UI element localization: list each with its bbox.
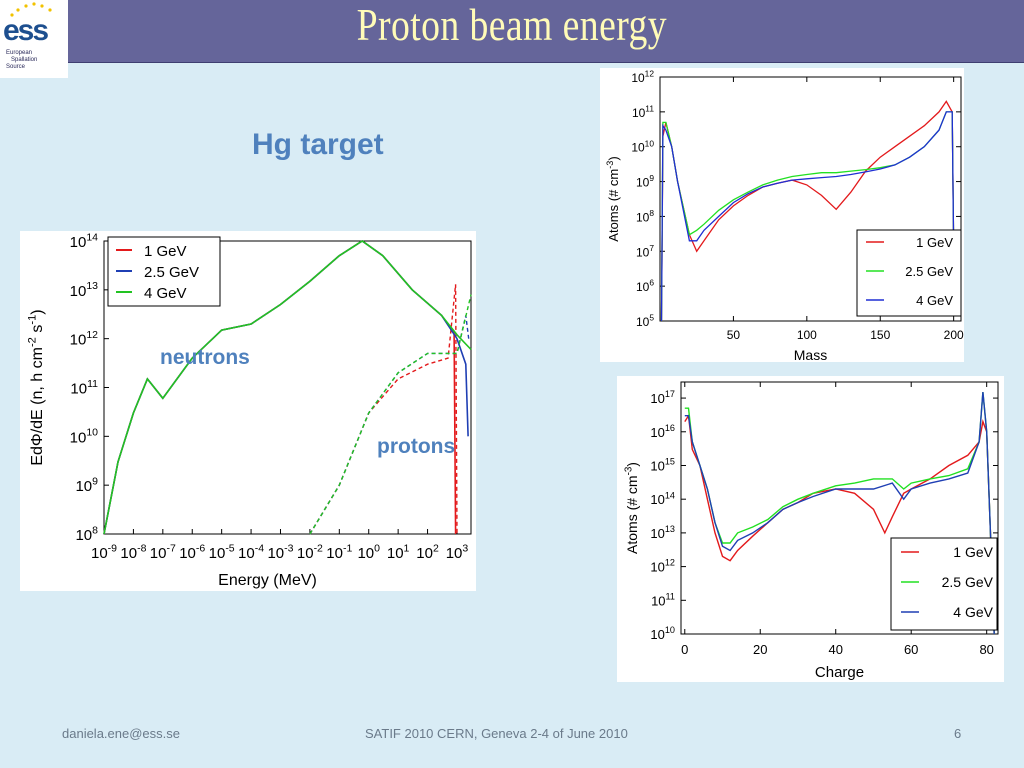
y-tick-label: 1017 [650, 389, 675, 406]
y-tick-label: 1014 [650, 490, 675, 507]
logo-stars-icon [10, 2, 52, 17]
x-tick-label: 10-2 [297, 542, 323, 562]
y-tick-label: 108 [75, 524, 98, 544]
x-tick-label: 10-4 [238, 542, 264, 562]
y-tick-label: 107 [636, 243, 654, 259]
y-tick-label: 1016 [650, 423, 675, 440]
y-tick-label: 1013 [650, 524, 675, 541]
y-tick-label: 1015 [650, 457, 675, 474]
y-axis-label: EdΦ/dE (n, h cm-2 s-1) [27, 309, 46, 465]
series-line [684, 392, 995, 635]
legend-label: 2.5 GeV [144, 264, 199, 281]
ess-logo: ess European Spallation Source [0, 0, 68, 78]
x-tick-label: 10-1 [326, 542, 352, 562]
x-tick-label: 0 [681, 642, 688, 657]
y-axis-label: Atoms (# cm-3) [605, 156, 621, 241]
proton-series-line [309, 294, 472, 535]
y-tick-label: 109 [636, 173, 654, 189]
y-tick-label: 1010 [70, 427, 99, 447]
x-tick-label: 10-6 [179, 542, 205, 562]
logo-word: ess [3, 14, 49, 47]
x-tick-label: 20 [753, 642, 767, 657]
plot-frame [680, 381, 999, 635]
y-tick-label: 1011 [632, 103, 654, 119]
x-tick-label: 10-9 [91, 542, 117, 562]
x-tick-label: 10-3 [267, 542, 293, 562]
proton-series-line [309, 284, 458, 535]
legend-label: 1 GeV [144, 243, 187, 260]
slide-title: Proton beam energy [356, 0, 668, 50]
protons-annotation: protons [377, 435, 455, 458]
y-tick-label: 109 [75, 475, 98, 495]
y-tick-label: 1010 [650, 625, 675, 642]
y-tick-label: 108 [636, 208, 654, 224]
x-tick-label: 10-5 [209, 542, 235, 562]
legend-label: 4 GeV [953, 604, 993, 620]
y-tick-label: 1014 [70, 231, 99, 251]
y-tick-label: 105 [636, 313, 654, 329]
legend-box [890, 537, 998, 631]
series-line [660, 111, 955, 322]
legend-label: 2.5 GeV [942, 574, 994, 590]
proton-series-line [309, 315, 470, 535]
footer-email: daniela.ene@ess.se [62, 726, 180, 741]
x-axis-label: Mass [794, 347, 827, 362]
y-tick-label: 1010 [631, 138, 654, 154]
legend-label: 1 GeV [953, 544, 993, 560]
slide-subtitle: Hg target [252, 128, 384, 161]
legend-label: 4 GeV [916, 293, 953, 308]
legend-label: 4 GeV [144, 285, 187, 302]
logo-subtitle: European Spallation Source [6, 50, 38, 70]
y-tick-label: 1013 [70, 280, 99, 300]
mass-distribution-chart: 105 106 107 108 109 1010 1011 1012 50 100 150 200 Ma… [605, 69, 964, 363]
x-tick-label: 102 [416, 542, 439, 562]
plot-frame [659, 76, 962, 322]
legend-label: 2.5 GeV [905, 264, 953, 279]
y-tick-label: 1012 [631, 69, 654, 85]
legend-box [856, 229, 962, 317]
mass-distribution-panel: 105 106 107 108 109 1010 1011 1012 50 100 150 200 Ma… [600, 68, 964, 363]
x-axis-label: Energy (MeV) [218, 572, 317, 589]
x-axis-label: Charge [815, 664, 864, 681]
footer-event: SATIF 2010 CERN, Geneva 2-4 of June 2010 [365, 726, 628, 741]
x-tick-label: 150 [870, 328, 890, 342]
x-tick-label: 100 [797, 328, 817, 342]
x-tick-label: 103 [446, 542, 469, 562]
neutron-series-line [103, 240, 472, 535]
charge-distribution-panel: 1010 1011 1012 1013 1014 1015 1016 1017 0 20 40 60 8… [617, 376, 1004, 682]
x-tick-label: 10-7 [150, 542, 176, 562]
y-tick-label: 1011 [651, 591, 675, 608]
x-tick-label: 101 [387, 542, 410, 562]
title-bar [68, 0, 1024, 63]
neutrons-annotation: neutrons [160, 346, 250, 369]
energy-spectrum-panel: 108 109 1010 1011 1012 1013 1014 10-9 10-8 10-7 10… [20, 231, 476, 591]
charge-distribution-chart: 1010 1011 1012 1013 1014 1015 1016 1017 0 20 40 60 8… [623, 381, 999, 681]
x-tick-label: 80 [979, 642, 993, 657]
page-number: 6 [954, 726, 962, 741]
y-tick-label: 1012 [650, 558, 675, 575]
y-axis-label: Atoms (# cm-3) [623, 462, 640, 554]
y-tick-label: 1011 [70, 378, 98, 398]
y-tick-label: 1012 [70, 329, 99, 349]
legend-label: 1 GeV [916, 235, 953, 250]
x-tick-label: 200 [944, 328, 964, 342]
x-tick-label: 40 [828, 642, 842, 657]
x-tick-label: 50 [727, 328, 741, 342]
series-line [684, 413, 995, 635]
x-tick-label: 10-8 [120, 542, 146, 562]
y-tick-label: 106 [636, 278, 654, 294]
x-tick-label: 100 [357, 542, 380, 562]
x-tick-label: 60 [904, 642, 918, 657]
